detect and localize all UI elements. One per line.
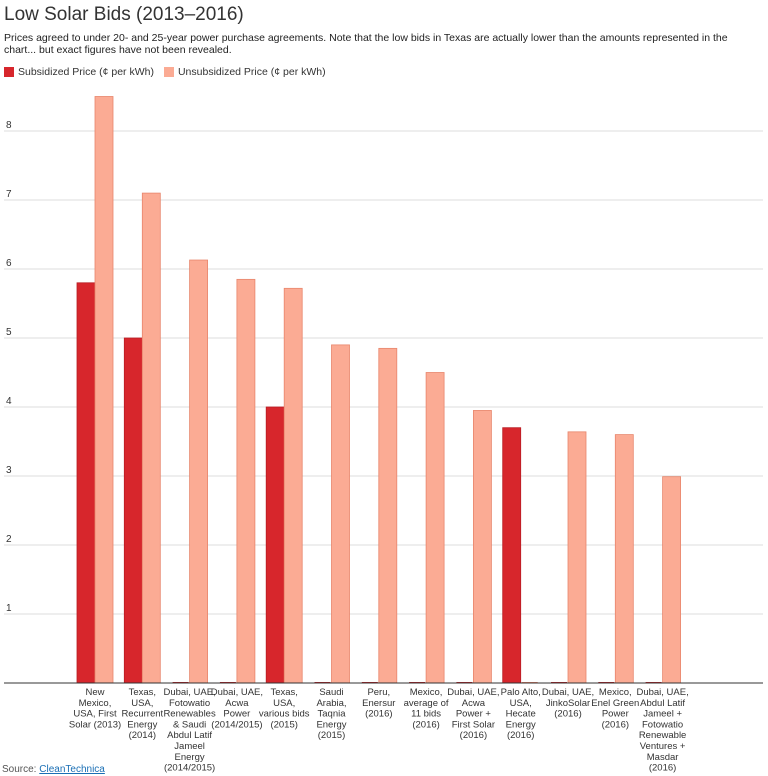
legend-item-unsubsidized[interactable]: Unsubsidized Price (¢ per kWh) (163, 66, 326, 78)
legend-swatch-subsidized (4, 67, 14, 77)
bar-unsubsidized-5[interactable] (331, 344, 350, 684)
x-category-label-5: Saudi Arabia, Taqnia Energy (2015) (316, 687, 346, 741)
x-category-label-8: Dubai, UAE, Acwa Power + First Solar (2016) (447, 687, 499, 741)
x-category-label-7: Mexico, average of 11 bids (2016) (404, 687, 449, 730)
y-tick-label-6: 6 (6, 258, 12, 269)
y-tick-label-1: 1 (6, 603, 12, 614)
bar-unsubsidized-10[interactable] (567, 431, 587, 684)
source-link[interactable]: CleanTechnica (39, 764, 105, 775)
legend-label-subsidized: Subsidized Price (¢ per kWh) (18, 66, 154, 78)
bar-unsubsidized-1[interactable] (141, 192, 161, 684)
y-tick-label-5: 5 (6, 327, 12, 338)
y-tick-label-2: 2 (6, 534, 12, 545)
bar-subsidized-4[interactable] (265, 406, 285, 684)
legend: Subsidized Price (¢ per kWh) Unsubsidize… (4, 66, 326, 78)
bar-unsubsidized-2[interactable] (189, 259, 209, 684)
y-tick-label-7: 7 (6, 189, 12, 200)
bar-unsubsidized-11[interactable] (614, 434, 634, 684)
bar-unsubsidized-8[interactable] (472, 410, 492, 684)
bar-subsidized-9[interactable] (502, 427, 522, 684)
x-category-label-11: Mexico, Enel Green Power (2016) (591, 687, 639, 730)
x-category-label-1: Texas, USA, Recurrent Energy (2014) (121, 687, 163, 741)
bar-unsubsidized-0[interactable] (94, 96, 114, 684)
y-tick-label-8: 8 (6, 120, 12, 131)
legend-label-unsubsidized: Unsubsidized Price (¢ per kWh) (177, 66, 326, 78)
y-axis-ticks: 1 2 3 4 5 6 7 8 (6, 120, 12, 614)
bar-unsubsidized-7[interactable] (425, 372, 445, 684)
x-category-label-12: Dubai, UAE, Abdul Latif Jameel + Fotowatio R… (636, 687, 688, 774)
bar-unsubsidized-6[interactable] (378, 347, 398, 684)
y-tick-label-4: 4 (6, 396, 12, 407)
x-category-label-4: Texas, USA, various bids (2015) (259, 687, 310, 730)
y-tick-label-3: 3 (6, 465, 12, 476)
bars (76, 96, 681, 684)
x-category-label-0: New Mexico, USA, First Solar (2013) (69, 687, 121, 730)
bar-unsubsidized-3[interactable] (236, 278, 256, 684)
x-category-label-6: Peru, Enersur (2016) (362, 687, 395, 720)
legend-swatch-unsubsidized (163, 67, 174, 77)
x-category-label-3: Dubai, UAE, Acwa Power (2014/2015) (211, 687, 263, 730)
legend-item-subsidized[interactable]: Subsidized Price (¢ per kWh) (4, 66, 154, 78)
bar-subsidized-1[interactable] (123, 337, 143, 684)
bar-unsubsidized-4[interactable] (283, 287, 303, 684)
source-label: Source: (2, 764, 37, 775)
x-axis-category-labels: New Mexico, USA, First Solar (2013)Texas, US… (69, 687, 689, 774)
x-category-label-9: Palo Alto, USA, Hecate Energy (2016) (501, 687, 541, 741)
x-category-label-2: Dubai, UAE, Fotowatio Renewables & Saudi Abd… (163, 687, 216, 774)
x-category-label-10: Dubai, UAE, JinkoSolar (2016) (542, 687, 594, 720)
source-credit: Source: CleanTechnica (2, 764, 105, 775)
chart-title: Low Solar Bids (2013–2016) (4, 4, 244, 25)
bar-unsubsidized-12[interactable] (662, 476, 681, 684)
chart-subtitle: Prices agreed to under 20- and 25-year p… (4, 32, 728, 56)
bar-subsidized-0[interactable] (76, 282, 96, 684)
